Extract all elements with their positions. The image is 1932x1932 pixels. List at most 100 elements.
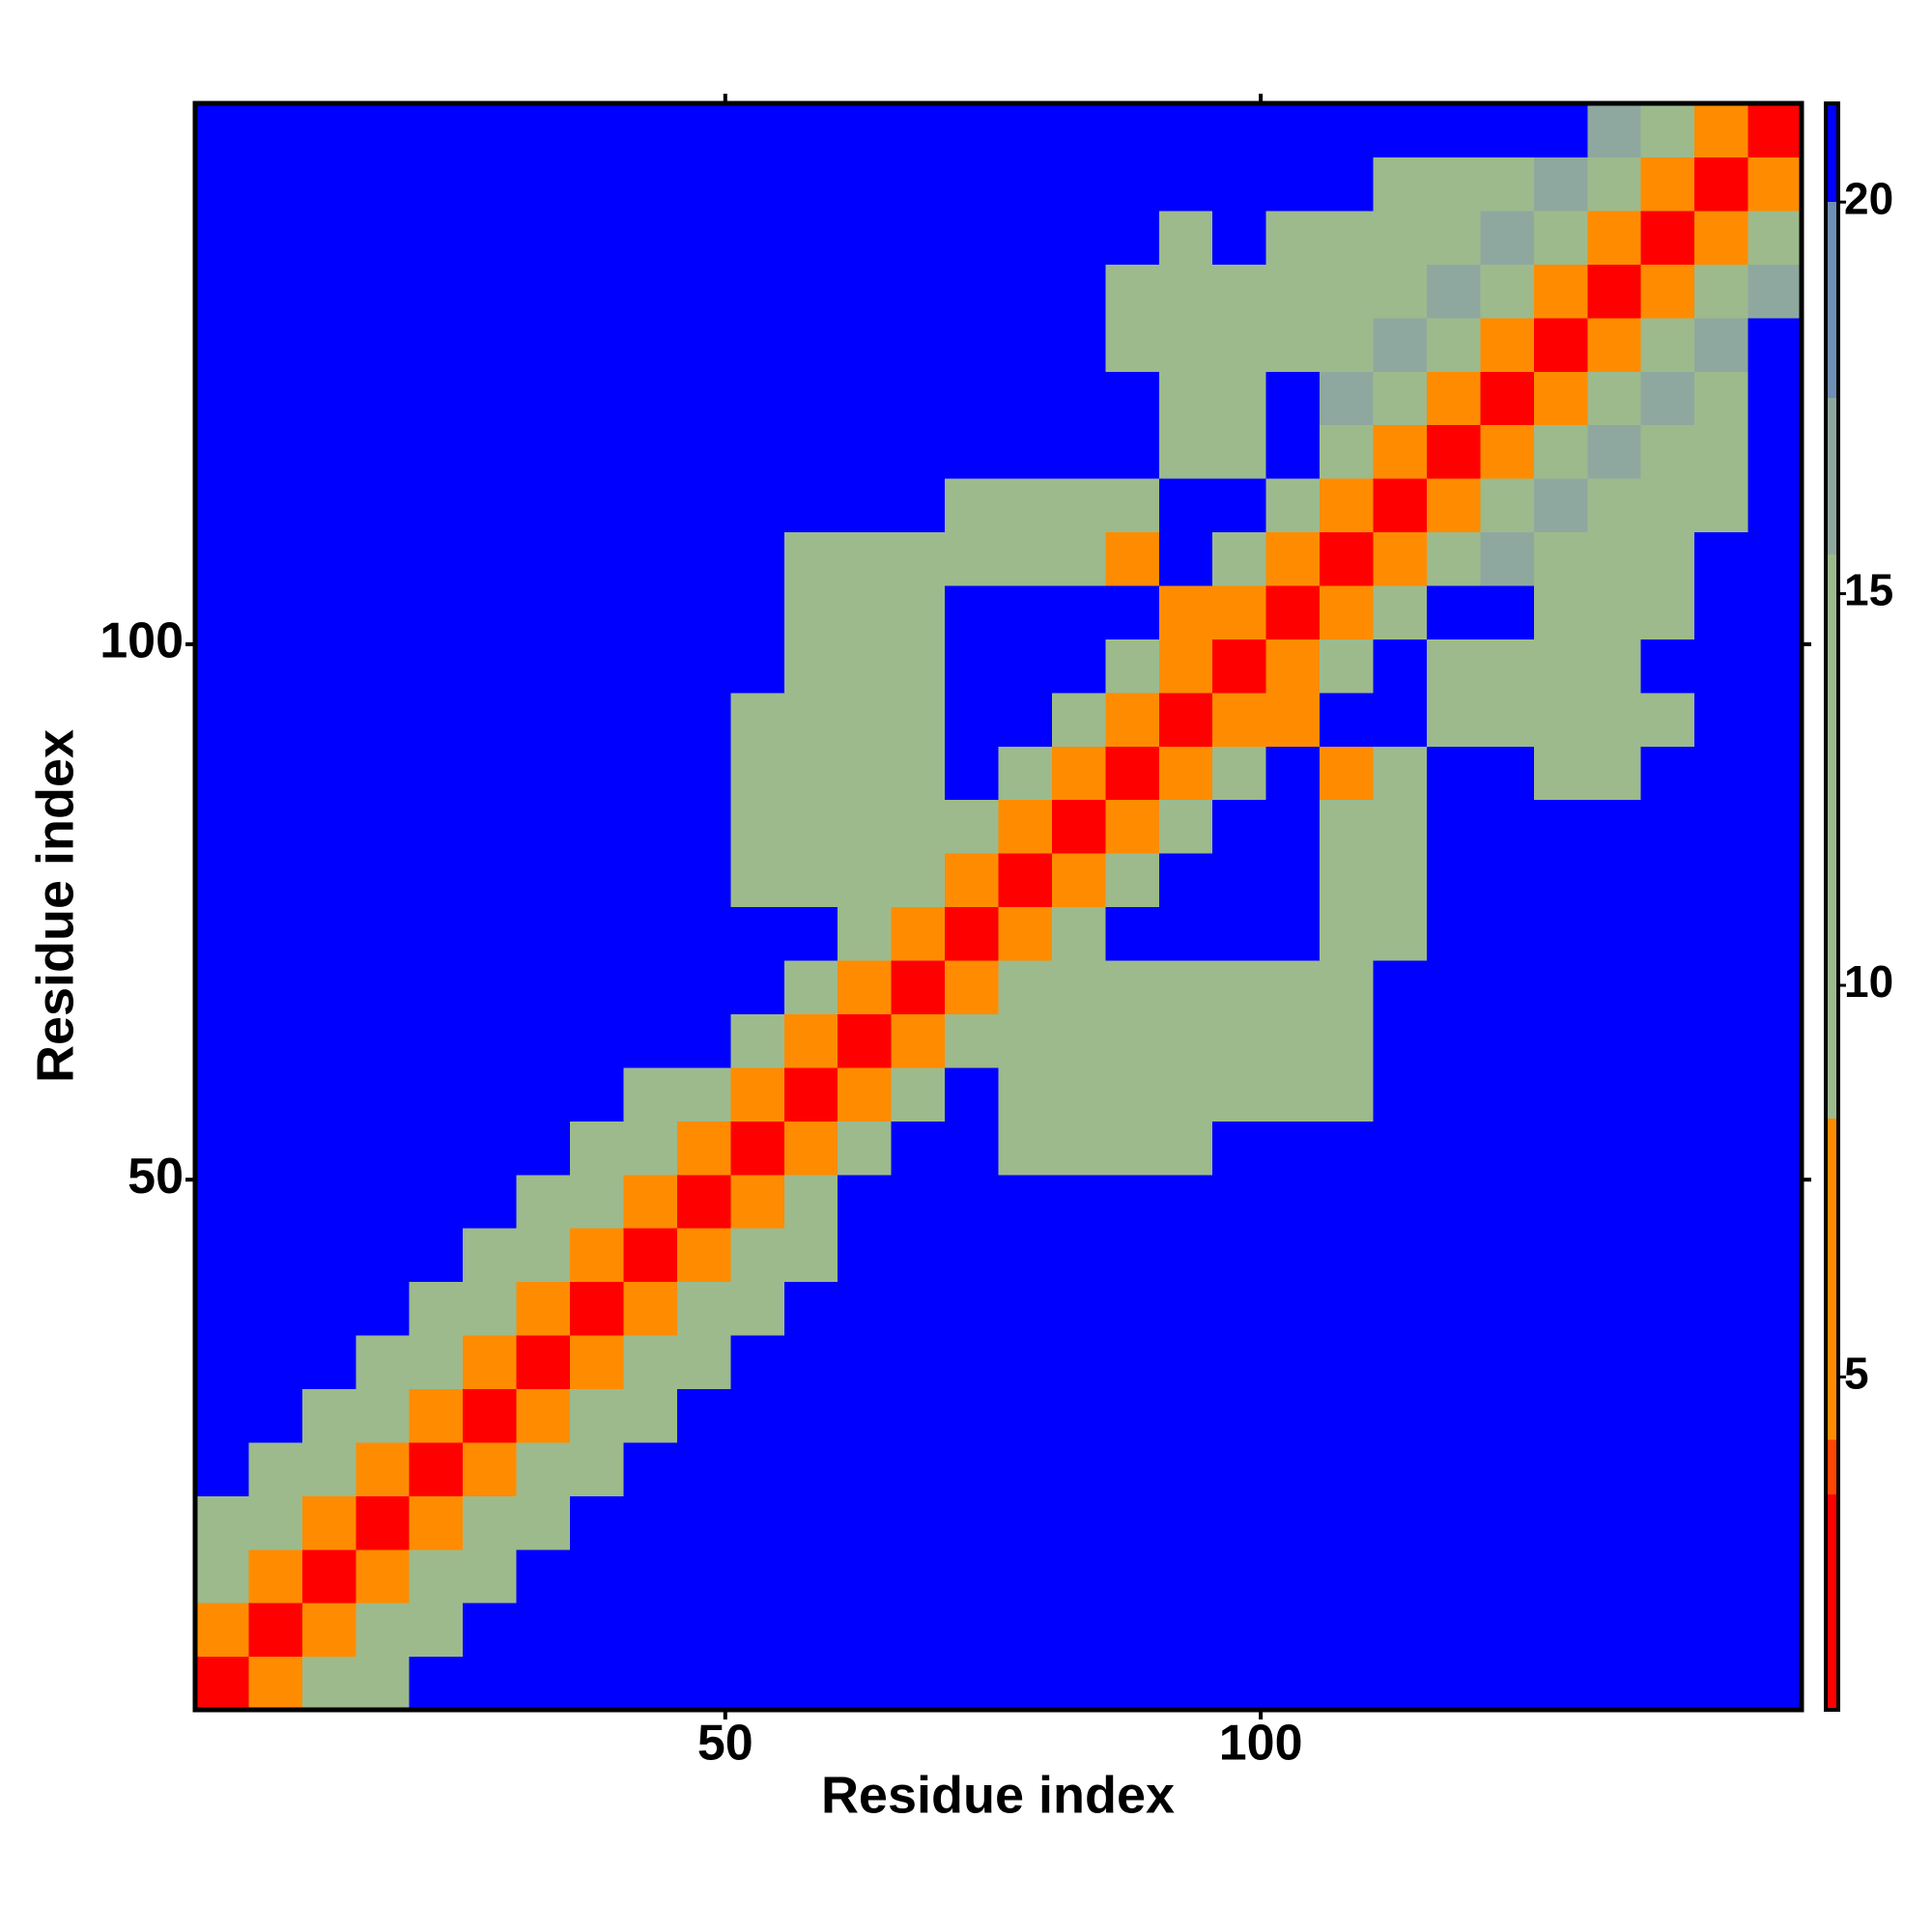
- heatmap-cell: [1640, 1441, 1695, 1496]
- heatmap-cell: [463, 1548, 518, 1604]
- heatmap-cell: [1426, 264, 1481, 319]
- heatmap-cell: [945, 156, 1000, 212]
- heatmap-cell: [1105, 103, 1160, 158]
- heatmap-cell: [1373, 799, 1428, 854]
- heatmap-cell: [838, 1388, 893, 1443]
- heatmap-cell: [570, 584, 625, 639]
- heatmap-cell: [570, 424, 625, 479]
- heatmap-cell: [998, 1121, 1053, 1176]
- heatmap-cell: [891, 1334, 946, 1389]
- heatmap-cell: [1480, 1656, 1535, 1711]
- x-tick-label: 100: [1219, 1716, 1303, 1772]
- heatmap-cell: [891, 1548, 946, 1604]
- heatmap-cell: [1158, 1281, 1213, 1336]
- heatmap-cell: [516, 264, 571, 319]
- heatmap-cell: [1265, 371, 1321, 426]
- heatmap-cell: [1587, 1013, 1642, 1068]
- heatmap-cell: [1105, 478, 1160, 533]
- heatmap-cell: [195, 103, 250, 158]
- heatmap-cell: [516, 531, 571, 586]
- heatmap-cell: [1158, 1656, 1213, 1711]
- heatmap-cell: [301, 1334, 356, 1389]
- heatmap-cell: [355, 746, 411, 801]
- heatmap-cell: [195, 531, 250, 586]
- heatmap-cell: [891, 1281, 946, 1336]
- heatmap-cell: [1640, 639, 1695, 694]
- heatmap-cell: [463, 1281, 518, 1336]
- heatmap-cell: [783, 317, 838, 372]
- heatmap-cell: [1105, 1656, 1160, 1711]
- heatmap-cell: [301, 692, 356, 747]
- heatmap-cell: [1265, 1121, 1321, 1176]
- heatmap-cell: [838, 959, 893, 1014]
- heatmap-cell: [248, 692, 303, 747]
- heatmap-cell: [1426, 1334, 1481, 1389]
- heatmap-cell: [891, 1388, 946, 1443]
- heatmap-cell: [463, 1603, 518, 1658]
- heatmap-cell: [1320, 210, 1375, 265]
- heatmap-cell: [623, 1066, 678, 1122]
- heatmap-cell: [1051, 584, 1106, 639]
- heatmap-cell: [1587, 959, 1642, 1014]
- heatmap-cell: [1426, 1066, 1481, 1122]
- heatmap-cell: [516, 799, 571, 854]
- heatmap-cell: [1051, 1228, 1106, 1283]
- heatmap-cell: [1694, 1281, 1749, 1336]
- heatmap-cell: [1051, 103, 1106, 158]
- heatmap-cell: [783, 1066, 838, 1122]
- heatmap-cell: [891, 1013, 946, 1068]
- heatmap-cell: [945, 746, 1000, 801]
- heatmap-cell: [570, 1013, 625, 1068]
- heatmap-cell: [1694, 584, 1749, 639]
- heatmap-cell: [1051, 1013, 1106, 1068]
- heatmap-cell: [730, 1281, 785, 1336]
- heatmap-cell: [1694, 1121, 1749, 1176]
- heatmap-cell: [195, 156, 250, 212]
- heatmap-cell: [1694, 1548, 1749, 1604]
- heatmap-cell: [409, 639, 464, 694]
- heatmap-cell: [570, 1121, 625, 1176]
- heatmap-cell: [945, 692, 1000, 747]
- heatmap-cell: [1320, 103, 1375, 158]
- y-axis-title: Residue index: [26, 729, 84, 1083]
- heatmap-cell: [248, 210, 303, 265]
- heatmap-cell: [998, 371, 1053, 426]
- heatmap-cell: [1320, 1603, 1375, 1658]
- heatmap-cell: [730, 1548, 785, 1604]
- heatmap-cell: [570, 1603, 625, 1658]
- heatmap-cell: [838, 746, 893, 801]
- heatmap-cell: [1640, 959, 1695, 1014]
- heatmap-cell: [1694, 1495, 1749, 1550]
- heatmap-cell: [1051, 210, 1106, 265]
- heatmap-cell: [463, 906, 518, 961]
- heatmap-cell: [998, 317, 1053, 372]
- heatmap-cell: [1694, 1174, 1749, 1229]
- heatmap-cell: [570, 1174, 625, 1229]
- heatmap-cell: [1587, 1334, 1642, 1389]
- heatmap-cell: [1747, 478, 1803, 533]
- heatmap-cell: [1265, 1066, 1321, 1122]
- heatmap-cell: [1105, 317, 1160, 372]
- heatmap-cell: [1694, 478, 1749, 533]
- heatmap-cell: [945, 103, 1000, 158]
- heatmap-cell: [195, 1334, 250, 1389]
- heatmap-cell: [1320, 1013, 1375, 1068]
- heatmap-cell: [838, 853, 893, 908]
- heatmap-cell: [195, 1441, 250, 1496]
- heatmap-cell: [1640, 1656, 1695, 1711]
- heatmap-cell: [516, 103, 571, 158]
- heatmap-cell: [195, 264, 250, 319]
- heatmap-cell: [1051, 1066, 1106, 1122]
- heatmap-cell: [1694, 103, 1749, 158]
- heatmap-cell: [998, 1441, 1053, 1496]
- heatmap-cell: [1373, 1548, 1428, 1604]
- heatmap-cell: [838, 1066, 893, 1122]
- heatmap-cell: [1051, 1656, 1106, 1711]
- heatmap-cell: [1587, 531, 1642, 586]
- heatmap-cell: [1265, 1228, 1321, 1283]
- heatmap-cell: [730, 1066, 785, 1122]
- heatmap-cell: [409, 746, 464, 801]
- heatmap-cell: [838, 424, 893, 479]
- heatmap-cell: [1265, 639, 1321, 694]
- heatmap-cell: [301, 264, 356, 319]
